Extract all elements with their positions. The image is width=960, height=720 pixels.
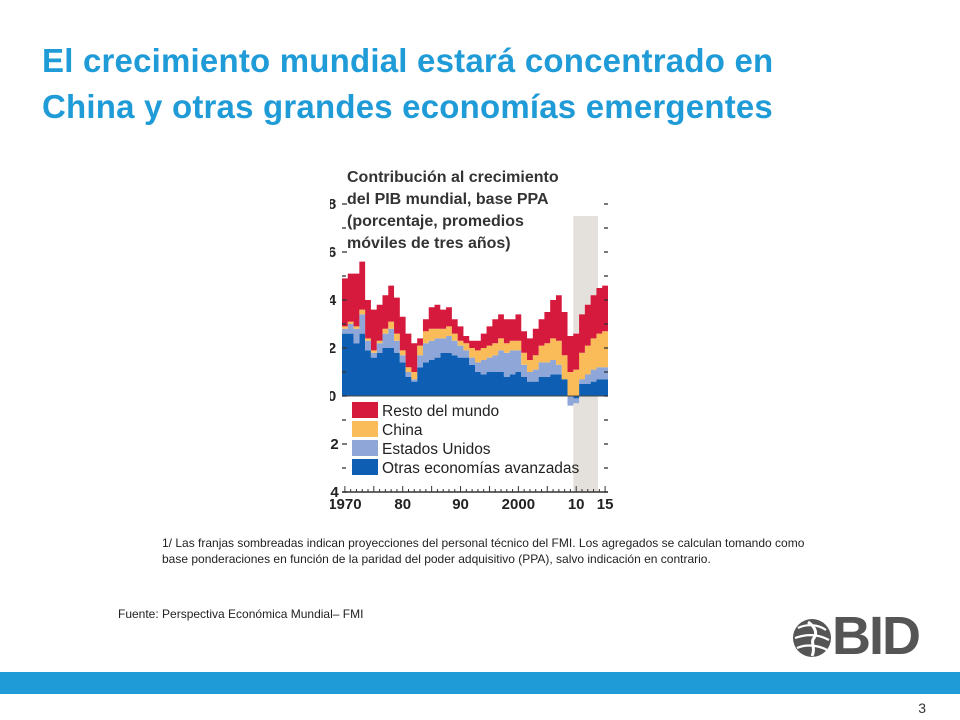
y-tick-label: 8 <box>330 196 336 213</box>
x-tick-label: 80 <box>394 496 411 512</box>
chart-title-line: móviles de tres años) <box>347 235 511 252</box>
bid-logo: BID <box>792 606 932 668</box>
y-tick-label: 6 <box>330 244 336 261</box>
slide-title-line-2: China y otras grandes economías emergent… <box>42 88 773 125</box>
x-tick-label: 1970 <box>330 496 362 512</box>
series-area-3 <box>342 261 608 372</box>
x-tick-label: 10 <box>568 496 585 512</box>
legend-label: Otras economías avanzadas <box>382 460 580 477</box>
chart-title-line: Contribución al crecimiento <box>347 169 559 186</box>
legend-label: Estados Unidos <box>382 441 491 458</box>
legend-swatch <box>352 459 378 475</box>
slide-title-line-1: El crecimiento mundial estará concentrad… <box>42 42 774 79</box>
legend-label: China <box>382 422 423 439</box>
slide-title: El crecimiento mundial estará concentrad… <box>42 38 922 130</box>
chart-title-line: del PIB mundial, base PPA <box>347 191 549 208</box>
source-note: Fuente: Perspectiva Económica Mundial– F… <box>118 607 364 621</box>
y-tick-label: -2 <box>330 436 339 453</box>
footer-bar <box>0 672 960 694</box>
legend-swatch <box>352 421 378 437</box>
y-tick-label: -4 <box>330 484 339 501</box>
x-tick-label: 2000 <box>502 496 535 512</box>
legend-swatch <box>352 402 378 418</box>
legend-swatch <box>352 440 378 456</box>
bid-logo-text: BID <box>832 606 921 666</box>
chart-footnote: 1/ Las franjas sombreadas indican proyec… <box>162 536 805 566</box>
globe-icon <box>793 619 831 657</box>
series-area-2 <box>342 309 608 396</box>
y-tick-label: 2 <box>330 340 336 357</box>
x-tick-label: 90 <box>452 496 469 512</box>
growth-contribution-chart: -4 -2 0 2 4 6 8 1970 80 90 2000 10 15 Contribución a… <box>330 169 614 512</box>
page-number: 3 <box>918 700 926 716</box>
chart-title-line: (porcentaje, promedios <box>347 213 524 230</box>
y-tick-label: 4 <box>330 292 337 309</box>
y-tick-label: 0 <box>330 388 336 405</box>
x-tick-label: 15 <box>597 496 614 512</box>
legend-label: Resto del mundo <box>382 403 499 420</box>
